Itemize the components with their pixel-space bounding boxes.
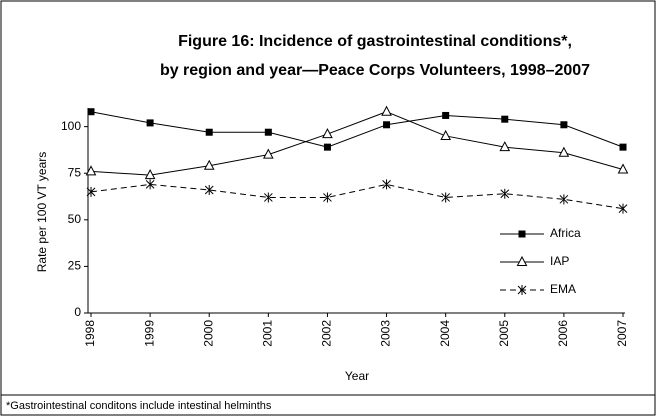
- x-tick-label: 1999: [142, 320, 156, 347]
- legend-label: Africa: [550, 226, 581, 240]
- marker: [442, 111, 450, 119]
- chart-title: Figure 16: Incidence of gastrointestinal…: [178, 33, 572, 50]
- chart-subtitle: by region and year—Peace Corps Volunteer…: [160, 62, 590, 79]
- x-tick-label: 2003: [379, 320, 393, 347]
- series-line: [90, 111, 624, 176]
- marker: [617, 163, 629, 174]
- y-tick-label: 75: [68, 165, 82, 179]
- marker: [322, 128, 333, 139]
- y-tick-label: 50: [68, 212, 82, 226]
- x-tick-label: 2006: [556, 320, 570, 347]
- y-tick-label: 25: [68, 259, 82, 273]
- footnote: *Gastrointestinal conditons include inte…: [6, 400, 272, 412]
- x-tick-label: 2005: [497, 320, 511, 347]
- y-tick-label: 0: [74, 305, 81, 319]
- marker: [263, 192, 273, 203]
- marker: [204, 185, 214, 195]
- marker: [499, 141, 511, 152]
- x-tick-label: 2002: [320, 320, 334, 347]
- marker: [560, 121, 568, 129]
- marker: [146, 119, 154, 127]
- legend-marker: [517, 285, 527, 295]
- marker: [500, 188, 510, 199]
- marker: [264, 128, 272, 136]
- y-tick-label: 100: [61, 119, 81, 133]
- marker: [501, 115, 509, 123]
- marker: [382, 179, 391, 190]
- marker: [559, 194, 569, 205]
- x-tick-label: 2000: [201, 320, 215, 347]
- legend-label: EMA: [550, 282, 576, 296]
- x-axis-label: Year: [345, 369, 369, 383]
- x-tick-label: 2001: [261, 320, 275, 347]
- marker: [381, 105, 392, 116]
- series-line: [90, 183, 624, 210]
- legend-marker: [516, 255, 528, 266]
- marker: [619, 143, 627, 151]
- x-tick-label: 2004: [438, 320, 452, 347]
- marker: [205, 128, 213, 136]
- series-line: [90, 111, 624, 148]
- x-tick-label: 1998: [83, 320, 97, 347]
- marker: [145, 179, 155, 190]
- marker: [87, 108, 95, 116]
- marker: [383, 121, 391, 129]
- legend-marker: [518, 230, 526, 238]
- marker: [323, 192, 332, 203]
- x-tick-label: 2007: [615, 320, 629, 347]
- marker: [203, 159, 215, 170]
- marker: [441, 192, 451, 203]
- marker: [263, 148, 274, 159]
- marker: [618, 203, 628, 214]
- marker: [86, 186, 96, 197]
- marker: [85, 165, 97, 176]
- marker: [440, 129, 451, 140]
- y-axis-label: Rate per 100 VT years: [35, 152, 49, 273]
- marker: [558, 146, 570, 157]
- marker: [144, 169, 156, 180]
- marker: [323, 143, 331, 151]
- legend-label: IAP: [550, 254, 569, 268]
